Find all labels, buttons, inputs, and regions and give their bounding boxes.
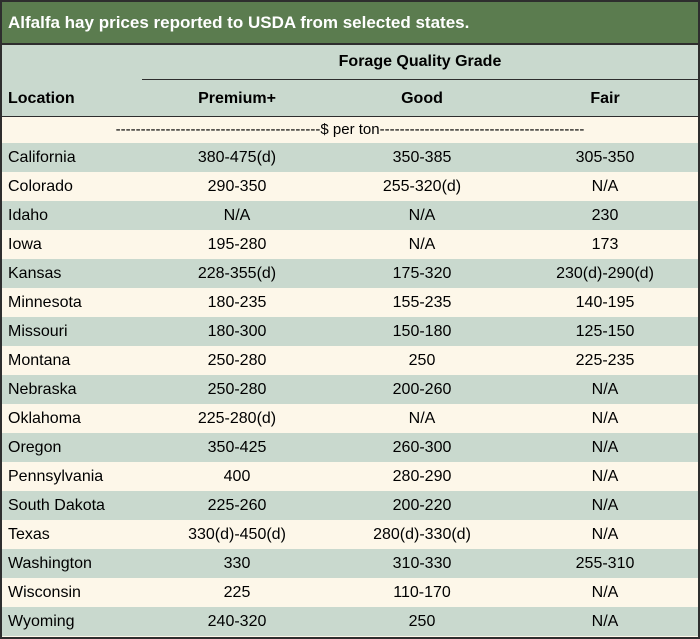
fair-cell: 230 xyxy=(591,207,619,224)
good-cell: 260-300 xyxy=(392,439,452,456)
good-cell: 200-220 xyxy=(392,497,452,514)
table-row: Oklahoma 225-280(d) N/A N/A xyxy=(2,404,698,433)
location-cell: Colorado xyxy=(8,178,73,195)
location-cell: Minnesota xyxy=(8,294,82,311)
fair-cell: N/A xyxy=(591,526,619,543)
good-cell: 150-180 xyxy=(392,323,452,340)
location-cell: Washington xyxy=(8,555,92,572)
table-row: Montana 250-280 250 225-235 xyxy=(2,346,698,375)
header-divider xyxy=(142,79,698,80)
good-cell: N/A xyxy=(408,410,436,427)
premium-cell: 400 xyxy=(223,468,251,485)
location-cell: Montana xyxy=(8,352,71,369)
premium-cell: 225-260 xyxy=(207,497,267,514)
premium-column-header: Premium+ xyxy=(198,90,276,107)
good-cell: 350-385 xyxy=(392,149,452,166)
fair-cell: N/A xyxy=(591,439,619,456)
location-cell: Wisconsin xyxy=(8,584,81,601)
premium-cell: 250-280 xyxy=(207,352,267,369)
table-row: Texas 330(d)-450(d) 280(d)-330(d) N/A xyxy=(2,520,698,549)
fair-cell: N/A xyxy=(591,178,619,195)
fair-cell: 173 xyxy=(591,236,619,253)
good-cell: 200-260 xyxy=(392,381,452,398)
table-row: Nebraska 250-280 200-260 N/A xyxy=(2,375,698,404)
premium-cell: 350-425 xyxy=(207,439,267,456)
good-cell: N/A xyxy=(408,207,436,224)
table-row: Wisconsin 225 110-170 N/A xyxy=(2,578,698,607)
premium-cell: 380-475(d) xyxy=(197,149,277,166)
good-cell: 250 xyxy=(408,613,436,630)
good-cell: 280-290 xyxy=(392,468,452,485)
table-row: South Dakota 225-260 200-220 N/A xyxy=(2,491,698,520)
location-cell: South Dakota xyxy=(8,497,105,514)
premium-cell: N/A xyxy=(223,207,251,224)
table-row: California 380-475(d) 350-385 305-350 xyxy=(2,143,698,172)
table-row: Oregon 350-425 260-300 N/A xyxy=(2,433,698,462)
premium-cell: 240-320 xyxy=(207,613,267,630)
good-cell: 155-235 xyxy=(392,294,452,311)
fair-cell: N/A xyxy=(591,410,619,427)
premium-cell: 228-355(d) xyxy=(197,265,277,282)
premium-cell: 250-280 xyxy=(207,381,267,398)
fair-cell: 230(d)-290(d) xyxy=(556,265,654,282)
table-row: Missouri 180-300 150-180 125-150 xyxy=(2,317,698,346)
premium-cell: 225 xyxy=(223,584,251,601)
table-row: Wyoming 240-320 250 N/A xyxy=(2,607,698,636)
premium-cell: 290-350 xyxy=(207,178,267,195)
fair-cell: N/A xyxy=(591,613,619,630)
table-row: Colorado 290-350 255-320(d) N/A xyxy=(2,172,698,201)
location-cell: Oklahoma xyxy=(8,410,81,427)
location-cell: Texas xyxy=(8,526,50,543)
fair-cell: 255-310 xyxy=(575,555,635,572)
location-cell: Idaho xyxy=(8,207,49,224)
location-cell: Missouri xyxy=(8,323,68,340)
location-cell: Wyoming xyxy=(8,613,75,630)
table-row: Iowa 195-280 N/A 173 xyxy=(2,230,698,259)
table-title: Alfalfa hay prices reported to USDA from… xyxy=(2,2,698,45)
table-row: Kansas 228-355(d) 175-320 230(d)-290(d) xyxy=(2,259,698,288)
table-row: Minnesota 180-235 155-235 140-195 xyxy=(2,288,698,317)
fair-cell: 305-350 xyxy=(575,149,635,166)
fair-column-header: Fair xyxy=(590,90,620,107)
location-cell: Pennsylvania xyxy=(8,468,104,485)
premium-cell: 180-300 xyxy=(207,323,267,340)
premium-cell: 180-235 xyxy=(207,294,267,311)
table-header: Forage Quality Grade Location Premium+ G… xyxy=(2,45,698,117)
good-cell: 250 xyxy=(408,352,436,369)
premium-cell: 330 xyxy=(223,555,251,572)
good-cell: 255-320(d) xyxy=(382,178,462,195)
premium-cell: 225-280(d) xyxy=(197,410,277,427)
location-cell: Kansas xyxy=(8,265,62,282)
good-cell: 310-330 xyxy=(392,555,452,572)
location-cell: Nebraska xyxy=(8,381,77,398)
unit-row: ----------------------------------------… xyxy=(2,117,698,143)
fair-cell: N/A xyxy=(591,497,619,514)
location-cell: California xyxy=(8,149,76,166)
location-column-header: Location xyxy=(8,90,75,107)
fair-cell: 225-235 xyxy=(575,352,635,369)
good-cell: N/A xyxy=(408,236,436,253)
location-cell: Oregon xyxy=(8,439,62,456)
fair-cell: N/A xyxy=(591,584,619,601)
table-row: Pennsylvania 400 280-290 N/A xyxy=(2,462,698,491)
fair-cell: N/A xyxy=(591,381,619,398)
good-column-header: Good xyxy=(401,90,443,107)
table-body: California 380-475(d) 350-385 305-350 Colora… xyxy=(2,143,698,636)
fair-cell: 125-150 xyxy=(575,323,635,340)
table-row: Idaho N/A N/A 230 xyxy=(2,201,698,230)
premium-cell: 330(d)-450(d) xyxy=(188,526,286,543)
location-cell: Iowa xyxy=(8,236,42,253)
premium-cell: 195-280 xyxy=(207,236,267,253)
fair-cell: N/A xyxy=(591,468,619,485)
forage-quality-grade-heading: Forage Quality Grade xyxy=(338,53,502,70)
good-cell: 175-320 xyxy=(392,265,452,282)
good-cell: 280(d)-330(d) xyxy=(373,526,471,543)
good-cell: 110-170 xyxy=(393,584,451,601)
fair-cell: 140-195 xyxy=(575,294,635,311)
table-row: Washington 330 310-330 255-310 xyxy=(2,549,698,578)
